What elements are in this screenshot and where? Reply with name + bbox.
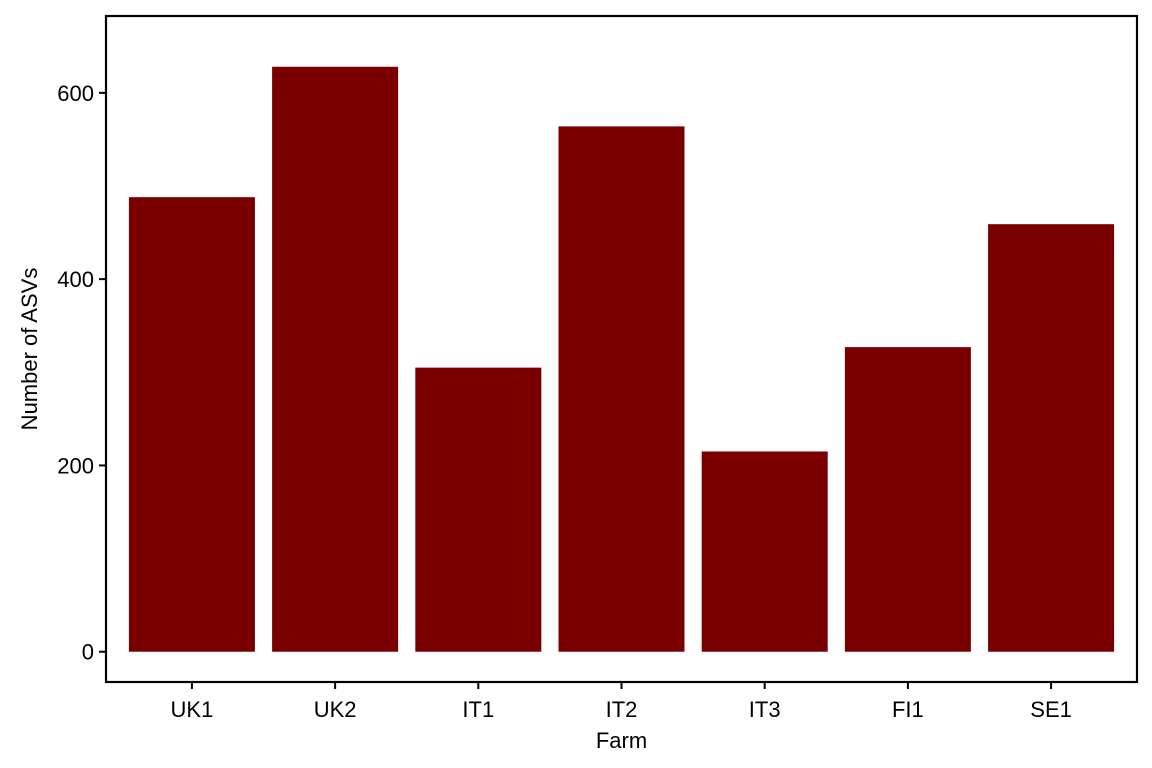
- bar-it1: [415, 367, 542, 652]
- x-tick-label: IT1: [462, 697, 494, 722]
- x-tick-label: FI1: [892, 697, 924, 722]
- x-tick-label: SE1: [1030, 697, 1072, 722]
- bar-uk1: [128, 197, 255, 652]
- bar-fi1: [844, 347, 971, 652]
- x-tick-label: UK1: [171, 697, 214, 722]
- y-axis-title: Number of ASVs: [17, 268, 42, 431]
- y-tick-label: 400: [57, 267, 94, 292]
- bar-it2: [558, 126, 685, 652]
- y-axis: 0 200 400 600: [57, 81, 106, 665]
- x-tick-label: IT2: [606, 697, 638, 722]
- y-tick-label: 0: [82, 640, 94, 665]
- bar-uk2: [272, 66, 399, 652]
- bars-group: [128, 66, 1115, 652]
- bar-it3: [701, 451, 828, 652]
- x-tick-label: UK2: [314, 697, 357, 722]
- x-tick-label: IT3: [749, 697, 781, 722]
- x-axis: UK1 UK2 IT1 IT2 IT3 FI1 SE1: [171, 682, 1072, 722]
- y-tick-label: 600: [57, 81, 94, 106]
- bar-se1: [988, 224, 1115, 652]
- y-tick-label: 200: [57, 453, 94, 478]
- x-axis-title: Farm: [596, 728, 647, 753]
